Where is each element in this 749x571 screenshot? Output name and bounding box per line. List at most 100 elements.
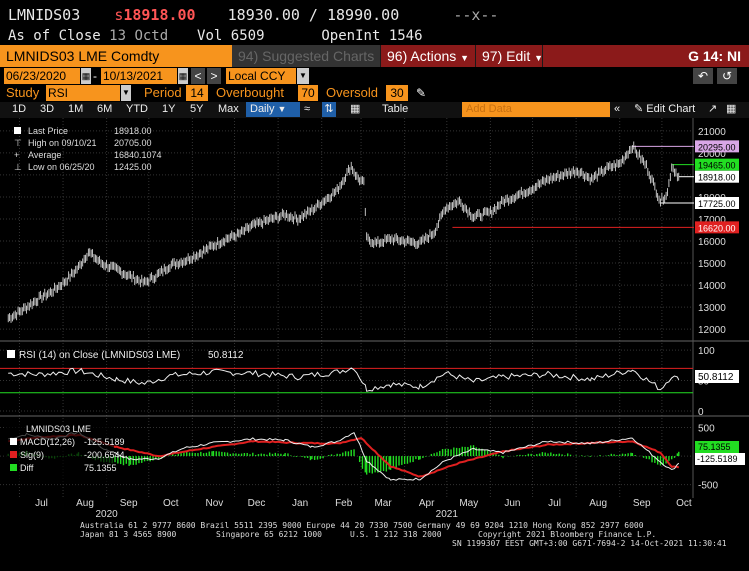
x-tick-label: Jan <box>292 498 308 509</box>
edit-menu[interactable]: 97) Edit ▼ <box>476 45 543 67</box>
legend-average-label: Average <box>28 150 61 160</box>
x-tick-label: Jun <box>504 498 520 509</box>
start-date-input[interactable]: 06/23/2020 <box>4 68 80 84</box>
period-input[interactable]: 14 <box>186 85 208 101</box>
price-legend: Last Price 18918.00 ⊤ High on 09/10/21 2… <box>14 126 162 172</box>
rsi-line <box>8 367 680 392</box>
year-label: 2020 <box>95 509 118 518</box>
macd-line <box>8 430 680 481</box>
range-max-button[interactable]: Max <box>218 103 239 115</box>
average-marker-icon: + <box>14 150 19 160</box>
close-line: As of Close 13 Octd Vol 6509 OpenInt 154… <box>8 28 423 44</box>
edit-label: 97) Edit <box>482 48 531 64</box>
table-grid-icon[interactable]: ▦ <box>350 103 361 115</box>
macd-tick-label: -500 <box>698 481 718 492</box>
range-5y-button[interactable]: 5Y <box>190 103 204 115</box>
suggested-charts-button[interactable]: 94) Suggested Charts <box>232 45 380 67</box>
security-field[interactable]: LMNIDS03 LME Comdty <box>0 45 232 67</box>
bid-ask: 18930.00 / 18990.00 <box>227 6 400 24</box>
overbought-label: Overbought <box>216 85 284 100</box>
collapse-icon[interactable]: « <box>614 103 621 115</box>
sig-swatch[interactable] <box>10 451 17 458</box>
price-tag-text: 16620.00 <box>698 223 736 233</box>
x-tick-label: Aug <box>589 498 607 509</box>
macd-value-tag-text: -125.5189 <box>697 454 738 464</box>
end-calendar-icon[interactable]: ▦ <box>178 68 188 84</box>
legend-last-price-label: Last Price <box>28 126 68 136</box>
bar-chart-icon[interactable]: ⇅ <box>322 102 336 117</box>
start-calendar-icon[interactable]: ▦ <box>81 68 91 84</box>
x-tick-label: Jul <box>35 498 48 509</box>
price-tag <box>695 221 739 234</box>
close-date: 13 Octd <box>109 28 169 44</box>
rsi-swatch[interactable] <box>7 350 15 358</box>
x-tick-label: Mar <box>374 498 392 509</box>
price-tag <box>695 170 739 183</box>
price-marker-tags: 20295.00 19465.00 18918.00 17725.00 16620.00 <box>695 140 739 234</box>
currency-chevron-icon[interactable]: ▼ <box>297 68 309 84</box>
diff-value-tag-text: 75.1355 <box>698 442 731 452</box>
table-button[interactable]: Table <box>382 103 409 115</box>
year-label: 2021 <box>436 509 459 518</box>
price-levels <box>452 145 694 228</box>
legend-high-value: 20705.00 <box>114 138 152 148</box>
undo-icon[interactable]: ↶ <box>693 68 713 84</box>
macd-legend: LMNIDS03 LME MACD(12,26) -125.5189 Sig(9… <box>6 424 125 482</box>
rsi-tick-label: 100 <box>698 346 715 357</box>
diff-swatch[interactable] <box>10 464 17 471</box>
price-tick-label: 14000 <box>698 281 726 292</box>
footer-line-2c: U.S. 1 212 318 2000 <box>350 530 442 539</box>
footer-line-3: SN 1199307 EEST GMT+3:00 G671-7694-2 14-… <box>452 539 727 548</box>
rsi-value-tag <box>695 370 739 383</box>
expand-icon[interactable]: ↗ <box>708 103 718 115</box>
rsi-value-tag-text: 50.8112 <box>698 372 734 383</box>
line-chart-icon[interactable]: ≈ <box>304 103 311 115</box>
edit-chart-label: Edit Chart <box>646 103 696 115</box>
range-3d-button[interactable]: 3D <box>40 103 55 115</box>
oversold-input[interactable]: 30 <box>386 85 408 101</box>
range-1d-button[interactable]: 1D <box>12 103 27 115</box>
interval-select[interactable]: Daily ▼ <box>246 102 300 117</box>
vol-label: Vol <box>197 28 223 44</box>
macd-swatch[interactable] <box>10 438 17 445</box>
overbought-input[interactable]: 70 <box>298 85 318 101</box>
footer-line-1: Australia 61 2 9777 8600 Brazil 5511 239… <box>80 521 644 530</box>
macd-value: -125.5189 <box>84 437 125 447</box>
footer-line-2d: Copyright 2021 Bloomberg Finance L.P. <box>478 530 657 539</box>
last-price-swatch[interactable] <box>14 127 21 134</box>
range-ytd-button[interactable]: YTD <box>126 103 148 115</box>
currency-select[interactable]: Local CCY <box>226 68 296 84</box>
range-1m-button[interactable]: 1M <box>68 103 84 115</box>
diff-label: Diff <box>20 463 34 473</box>
study-chevron-icon[interactable]: ▼ <box>121 85 131 101</box>
x-tick-label: Sep <box>633 498 651 509</box>
actions-menu[interactable]: 96) Actions ▼ <box>381 45 475 67</box>
x-tick-label: Feb <box>335 498 353 509</box>
add-data-input[interactable]: Add Data <box>462 102 610 117</box>
pencil-icon[interactable]: ✎ <box>416 86 427 100</box>
x-tick-label: Jul <box>548 498 561 509</box>
x-tick-label: Dec <box>248 498 266 509</box>
legend-low-value: 12425.00 <box>114 162 152 172</box>
study-select[interactable]: RSI <box>46 85 120 101</box>
price-tick-label: 15000 <box>698 259 726 270</box>
ticker: LMNIDS03 <box>8 6 81 24</box>
study-row: Study RSI ▼ Period 14 Overbought 70 Over… <box>0 85 749 102</box>
edit-chart-button[interactable]: ✎ Edit Chart <box>634 102 695 117</box>
price-tick-label: 20000 <box>698 149 726 160</box>
price-tag <box>695 197 739 209</box>
sig-label: Sig(9) <box>20 450 44 460</box>
footer-line-2a: Japan 81 3 4565 8900 <box>80 530 177 539</box>
range-1y-button[interactable]: 1Y <box>162 103 176 115</box>
next-arrow-icon[interactable]: > <box>207 68 221 84</box>
range-6m-button[interactable]: 6M <box>97 103 113 115</box>
x-tick-label: Apr <box>419 498 435 509</box>
end-date-input[interactable]: 10/13/2021 <box>101 68 177 84</box>
prev-arrow-icon[interactable]: < <box>191 68 205 84</box>
settings-icon[interactable]: ↺ <box>717 68 737 84</box>
quote-line: LMNIDS03 s18918.00 18930.00 / 18990.00 -… <box>8 6 498 24</box>
macd-series <box>8 430 680 481</box>
more-icon[interactable]: ▦ <box>726 103 737 115</box>
macd-value-tag <box>695 453 745 465</box>
chart-svg: 2100020000190001800017000160001500014000… <box>0 118 749 518</box>
